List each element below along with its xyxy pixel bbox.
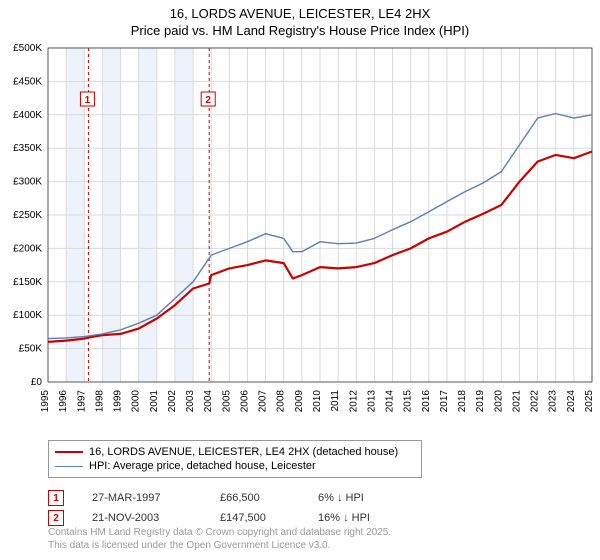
legend-label: 16, LORDS AVENUE, LEICESTER, LE4 2HX (de… bbox=[89, 446, 398, 458]
x-tick-label: 2017 bbox=[439, 390, 450, 413]
transaction-marker: 2 bbox=[48, 510, 64, 526]
legend-label: HPI: Average price, detached house, Leic… bbox=[89, 460, 316, 472]
x-tick-label: 1995 bbox=[40, 390, 51, 413]
x-tick-label: 2020 bbox=[493, 390, 504, 413]
x-tick-label: 2025 bbox=[584, 390, 595, 413]
transaction-marker: 1 bbox=[48, 490, 64, 506]
x-tick-label: 2024 bbox=[566, 390, 577, 413]
footer-attribution: Contains HM Land Registry data © Crown c… bbox=[48, 526, 391, 552]
x-tick-label: 2013 bbox=[366, 390, 377, 413]
x-tick-label: 2019 bbox=[475, 390, 486, 413]
x-tick-label: 2014 bbox=[385, 390, 396, 413]
figure: 16, LORDS AVENUE, LEICESTER, LE4 2HX Pri… bbox=[0, 0, 600, 560]
x-tick-label: 2022 bbox=[530, 390, 541, 413]
transaction-row: 1 27-MAR-1997 £66,500 6% ↓ HPI bbox=[48, 488, 408, 508]
y-tick-label: £350K bbox=[13, 143, 42, 154]
transaction-price: £147,500 bbox=[220, 512, 290, 524]
x-tick-label: 2007 bbox=[258, 390, 269, 413]
legend-item: 16, LORDS AVENUE, LEICESTER, LE4 2HX (de… bbox=[55, 445, 415, 459]
transaction-delta: 16% ↓ HPI bbox=[318, 512, 408, 524]
x-tick-label: 2005 bbox=[221, 390, 232, 413]
x-tick-label: 2006 bbox=[239, 390, 250, 413]
chart-marker-label: 1 bbox=[85, 95, 91, 106]
legend-item: HPI: Average price, detached house, Leic… bbox=[55, 459, 415, 473]
y-tick-label: £450K bbox=[13, 76, 42, 87]
chart-marker-label: 2 bbox=[205, 95, 211, 106]
transaction-row: 2 21-NOV-2003 £147,500 16% ↓ HPI bbox=[48, 508, 408, 528]
transaction-date: 27-MAR-1997 bbox=[92, 492, 192, 504]
x-tick-label: 2023 bbox=[548, 390, 559, 413]
x-tick-label: 2015 bbox=[403, 390, 414, 413]
x-tick-label: 2001 bbox=[149, 390, 160, 413]
transaction-date: 21-NOV-2003 bbox=[92, 512, 192, 524]
x-tick-label: 1997 bbox=[76, 390, 87, 413]
chart-svg: £0 £50K £100K £150K £200K £250K £300K £350K £400… bbox=[0, 42, 600, 432]
x-tick-label: 2021 bbox=[511, 390, 522, 413]
x-tick-label: 2000 bbox=[131, 390, 142, 413]
legend: 16, LORDS AVENUE, LEICESTER, LE4 2HX (de… bbox=[48, 440, 422, 478]
title-line-2: Price paid vs. HM Land Registry's House … bbox=[0, 21, 600, 42]
transactions-table: 1 27-MAR-1997 £66,500 6% ↓ HPI 2 21-NOV-2003 £… bbox=[48, 488, 408, 528]
y-tick-label: £100K bbox=[13, 310, 42, 321]
y-tick-label: £300K bbox=[13, 177, 42, 188]
legend-swatch bbox=[55, 451, 83, 453]
x-tick-label: 1996 bbox=[58, 390, 69, 413]
y-tick-label: £0 bbox=[31, 377, 43, 388]
x-tick-label: 2012 bbox=[348, 390, 359, 413]
footer-line-1: Contains HM Land Registry data © Crown c… bbox=[48, 526, 391, 539]
x-tick-label: 1999 bbox=[113, 390, 124, 413]
x-tick-label: 2008 bbox=[276, 390, 287, 413]
y-tick-label: £200K bbox=[13, 243, 42, 254]
title-line-1: 16, LORDS AVENUE, LEICESTER, LE4 2HX bbox=[0, 0, 600, 21]
y-tick-label: £400K bbox=[13, 110, 42, 121]
chart-area: £0 £50K £100K £150K £200K £250K £300K £350K £400… bbox=[0, 42, 600, 432]
x-tick-label: 2016 bbox=[421, 390, 432, 413]
x-tick-label: 2018 bbox=[457, 390, 468, 413]
transaction-delta: 6% ↓ HPI bbox=[318, 492, 408, 504]
transaction-price: £66,500 bbox=[220, 492, 290, 504]
x-tick-label: 2009 bbox=[294, 390, 305, 413]
y-tick-label: £150K bbox=[13, 277, 42, 288]
x-tick-label: 2004 bbox=[203, 390, 214, 413]
x-tick-label: 2011 bbox=[330, 390, 341, 412]
y-tick-label: £250K bbox=[13, 210, 42, 221]
x-tick-label: 2002 bbox=[167, 390, 178, 413]
x-tick-label: 1998 bbox=[94, 390, 105, 413]
legend-swatch bbox=[55, 466, 83, 467]
footer-line-2: This data is licensed under the Open Gov… bbox=[48, 539, 391, 552]
y-tick-label: £50K bbox=[19, 344, 43, 355]
x-tick-label: 2010 bbox=[312, 390, 323, 413]
x-tick-label: 2003 bbox=[185, 390, 196, 413]
y-tick-label: £500K bbox=[13, 43, 42, 54]
